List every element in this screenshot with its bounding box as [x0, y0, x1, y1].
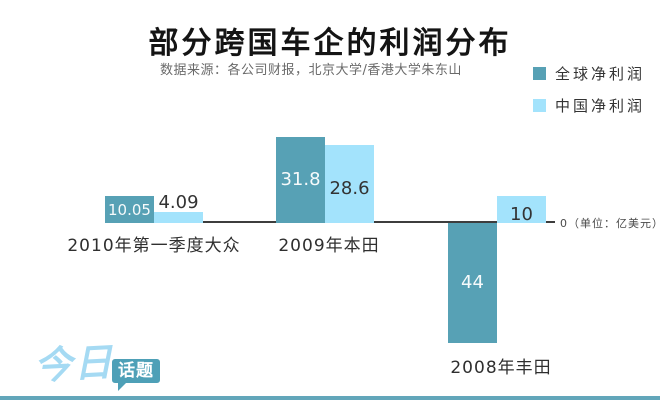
logo-bubble-tail-icon [118, 382, 127, 391]
bar-value-label-series0-group2: 44 [461, 272, 484, 293]
page-title: 部分跨国车企的利润分布 [148, 26, 512, 61]
legend-swatch-china-icon [533, 99, 546, 112]
bar-value-label-series0-group0: 10.05 [108, 201, 151, 219]
category-label-volkswagen: 2010年第一季度大众 [67, 236, 241, 256]
legend-label-china: 中国净利润 [555, 97, 646, 115]
bottom-accent-strip [0, 396, 660, 400]
bar-value-label-series0-group1: 31.8 [280, 169, 321, 190]
page-subtitle: 数据来源：各公司财报，北京大学/香港大学朱东山 [160, 63, 462, 78]
axis-unit-label: 0（单位：亿美元） [560, 217, 660, 230]
bar-series1-group2 [497, 196, 546, 223]
bar-series0-group1 [276, 137, 325, 223]
bar-value-label-series1-group2: 10 [510, 204, 533, 225]
bar-value-label-series1-group0: 4.09 [158, 192, 199, 213]
logo-huati-bubble: 话题 [112, 359, 160, 383]
legend-swatch-global-icon [533, 67, 546, 80]
legend: 全球净利润 中国净利润 [533, 63, 645, 127]
legend-label-global: 全球净利润 [555, 65, 646, 83]
logo-jinri-text: 今日 [32, 339, 116, 389]
jinri-huati-logo: 今日 话题 [32, 339, 174, 396]
bar-series1-group0 [154, 212, 203, 223]
category-label-toyota: 2008年丰田 [450, 358, 552, 378]
legend-item-global: 全球净利润 [533, 63, 645, 84]
bar-series0-group0 [105, 196, 154, 223]
category-label-honda: 2009年本田 [278, 236, 380, 256]
bar-series1-group1 [325, 145, 374, 223]
legend-item-china: 中国净利润 [533, 95, 645, 116]
bar-value-label-series1-group1: 28.6 [329, 178, 370, 199]
bar-series0-group2 [448, 223, 497, 343]
